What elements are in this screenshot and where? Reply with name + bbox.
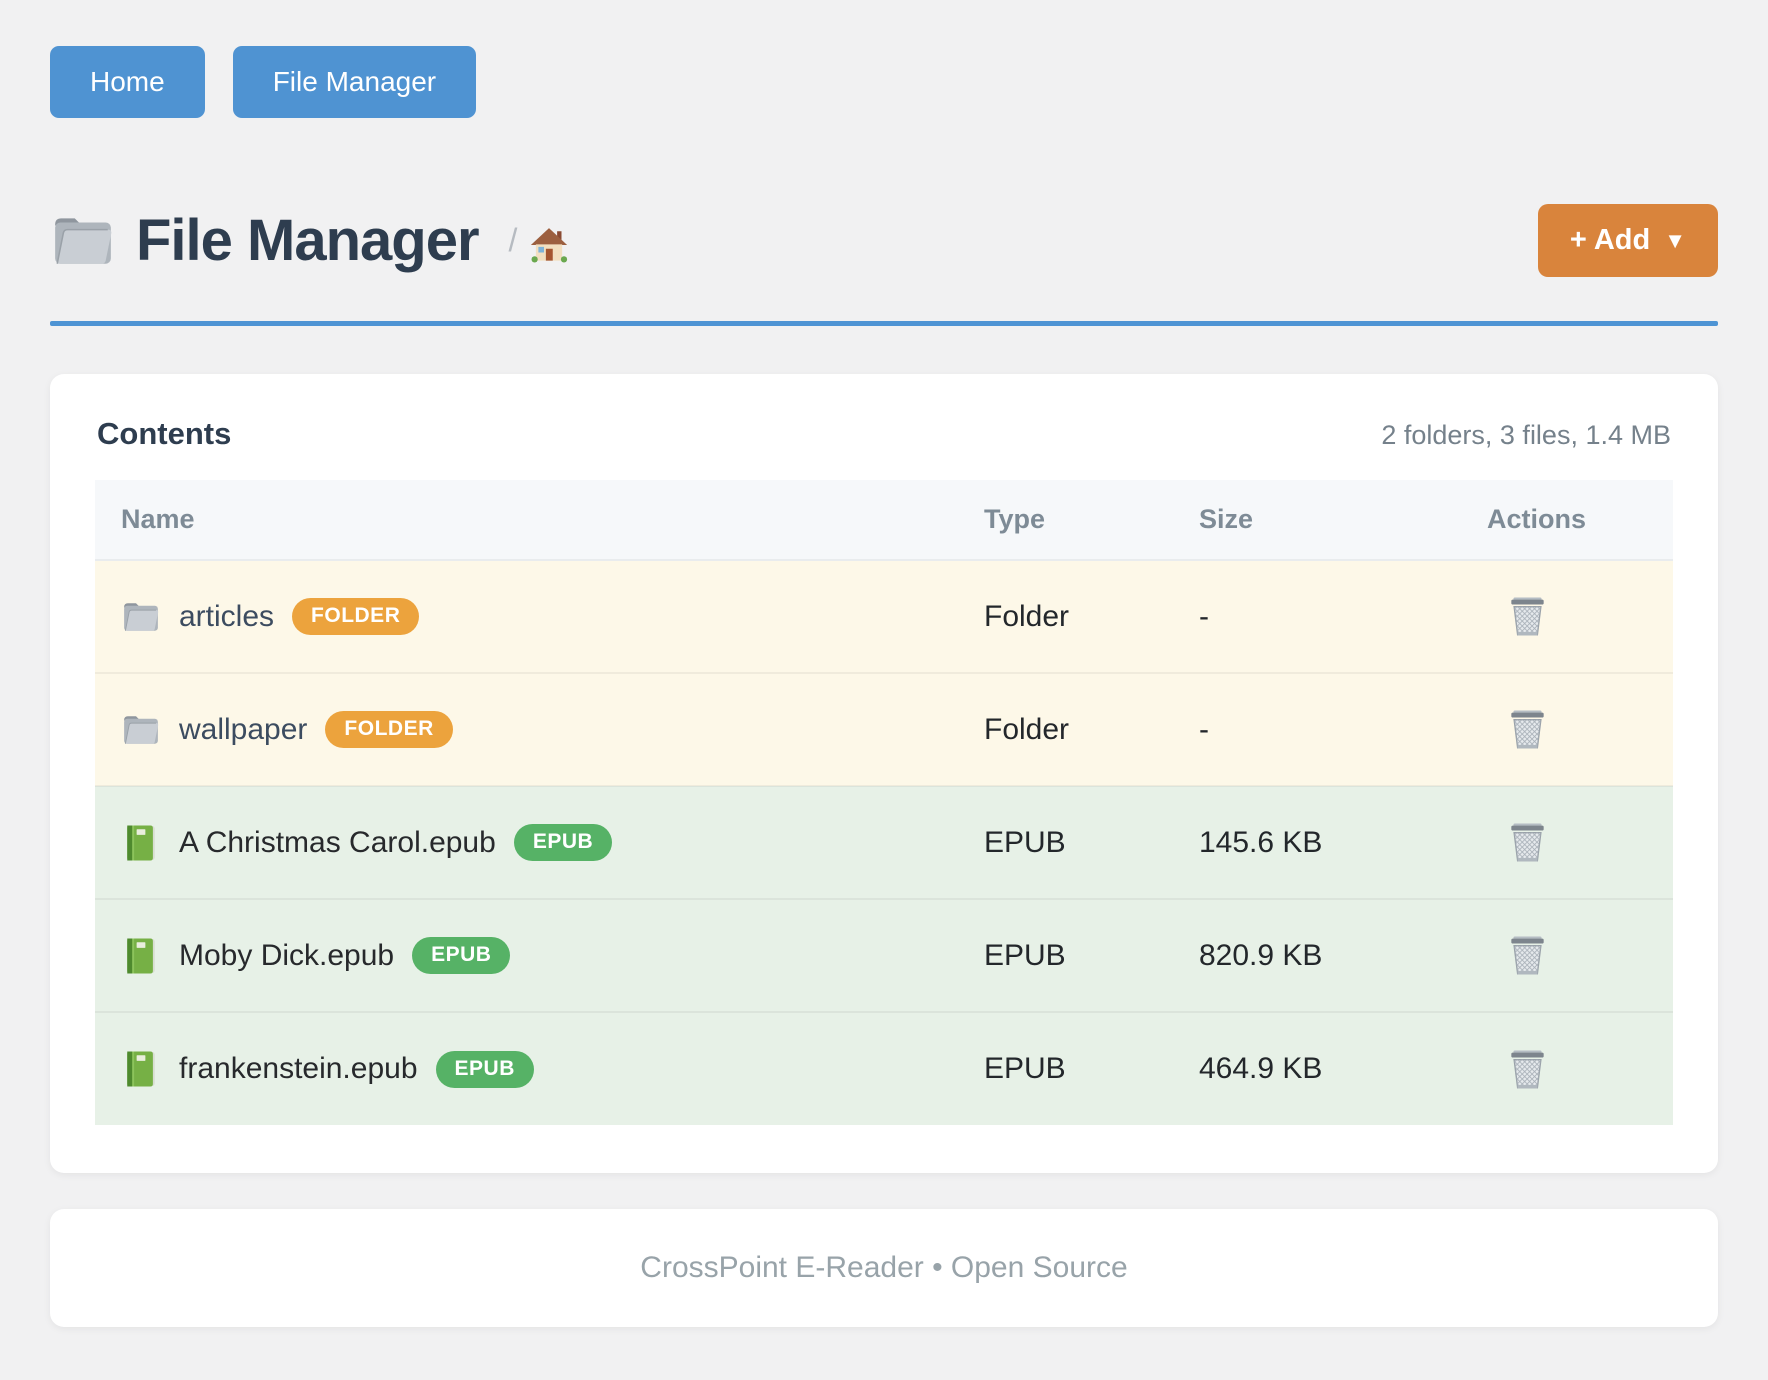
contents-header: Contents 2 folders, 3 files, 1.4 MB <box>95 416 1673 480</box>
column-header-name: Name <box>95 480 984 561</box>
table-header-row: Name Type Size Actions <box>95 480 1673 561</box>
add-button-label: + Add <box>1569 224 1651 256</box>
home-button[interactable]: Home <box>50 46 205 118</box>
green-book-icon <box>121 823 161 863</box>
type-cell: Folder <box>984 599 1070 633</box>
size-cell: - <box>1199 599 1209 633</box>
chevron-down-icon: ▼ <box>1664 227 1686 253</box>
wastebasket-icon <box>1505 1047 1550 1092</box>
title-group: File Manager / <box>50 207 1538 274</box>
file-link[interactable]: Moby Dick.epub <box>179 938 395 972</box>
epub-badge: EPUB <box>513 824 613 861</box>
page-title: File Manager <box>136 208 480 273</box>
contents-title: Contents <box>97 416 232 451</box>
page-header: File Manager / + Add ▼ <box>50 204 1718 277</box>
name-cell: wallpaper FOLDER <box>95 673 984 786</box>
wastebasket-icon <box>1505 594 1550 639</box>
type-cell: EPUB <box>984 825 1066 859</box>
size-cell: 145.6 KB <box>1199 825 1323 859</box>
name-cell: frankenstein.epub EPUB <box>95 1012 984 1125</box>
epub-badge: EPUB <box>435 1050 534 1088</box>
green-book-icon <box>121 1049 161 1089</box>
footer: CrossPoint E-Reader • Open Source <box>50 1209 1718 1327</box>
folder-badge: FOLDER <box>325 711 453 748</box>
table-row: frankenstein.epub EPUB EPUB 464.9 KB <box>95 1012 1673 1125</box>
contents-summary: 2 folders, 3 files, 1.4 MB <box>1381 420 1671 450</box>
folder-icon <box>121 710 161 750</box>
name-cell: Moby Dick.epub EPUB <box>95 899 984 1012</box>
epub-badge: EPUB <box>412 937 511 974</box>
folder-badge: FOLDER <box>292 598 420 635</box>
type-cell: Folder <box>984 712 1070 746</box>
type-cell: EPUB <box>984 1052 1066 1085</box>
folder-link[interactable]: articles <box>179 599 275 633</box>
file-manager-button[interactable]: File Manager <box>232 46 477 118</box>
type-cell: EPUB <box>984 938 1066 972</box>
actions-cell <box>1487 786 1673 899</box>
footer-text: CrossPoint E-Reader • Open Source <box>640 1251 1128 1284</box>
wastebasket-icon <box>1505 707 1550 752</box>
delete-button[interactable] <box>1505 594 1550 639</box>
size-cell: 464.9 KB <box>1199 1052 1323 1085</box>
table-row: wallpaper FOLDER Folder - <box>95 673 1673 786</box>
table-row: A Christmas Carol.epub EPUB EPUB 145.6 K… <box>95 786 1673 899</box>
folder-icon <box>121 597 161 637</box>
table-row: Moby Dick.epub EPUB EPUB 820.9 KB <box>95 899 1673 1012</box>
name-cell: articles FOLDER <box>95 560 984 673</box>
column-header-type: Type <box>984 480 1199 561</box>
folder-link[interactable]: wallpaper <box>179 712 308 746</box>
delete-button[interactable] <box>1505 933 1550 978</box>
accent-divider <box>50 321 1718 326</box>
folder-icon <box>50 208 116 274</box>
actions-cell <box>1487 560 1673 673</box>
actions-cell <box>1487 1012 1673 1125</box>
delete-button[interactable] <box>1505 1047 1550 1092</box>
top-nav: Home File Manager <box>50 46 1718 118</box>
name-cell: A Christmas Carol.epub EPUB <box>95 786 984 899</box>
contents-card: Contents 2 folders, 3 files, 1.4 MB Name… <box>50 374 1718 1173</box>
wastebasket-icon <box>1505 820 1550 865</box>
delete-button[interactable] <box>1505 820 1550 865</box>
actions-cell <box>1487 673 1673 786</box>
column-header-actions: Actions <box>1487 480 1673 561</box>
house-icon[interactable] <box>529 225 569 265</box>
size-cell: 820.9 KB <box>1199 938 1323 972</box>
table-row: articles FOLDER Folder - <box>95 560 1673 673</box>
wastebasket-icon <box>1505 933 1550 978</box>
delete-button[interactable] <box>1505 707 1550 752</box>
column-header-size: Size <box>1199 480 1487 561</box>
green-book-icon <box>121 936 161 976</box>
actions-cell <box>1487 899 1673 1012</box>
add-button[interactable]: + Add ▼ <box>1537 204 1718 277</box>
file-link[interactable]: frankenstein.epub <box>179 1052 418 1085</box>
file-link[interactable]: A Christmas Carol.epub <box>179 825 496 859</box>
file-table: Name Type Size Actions articles FOLDER <box>95 480 1673 1125</box>
breadcrumb-separator: / <box>508 222 518 258</box>
size-cell: - <box>1199 712 1209 746</box>
